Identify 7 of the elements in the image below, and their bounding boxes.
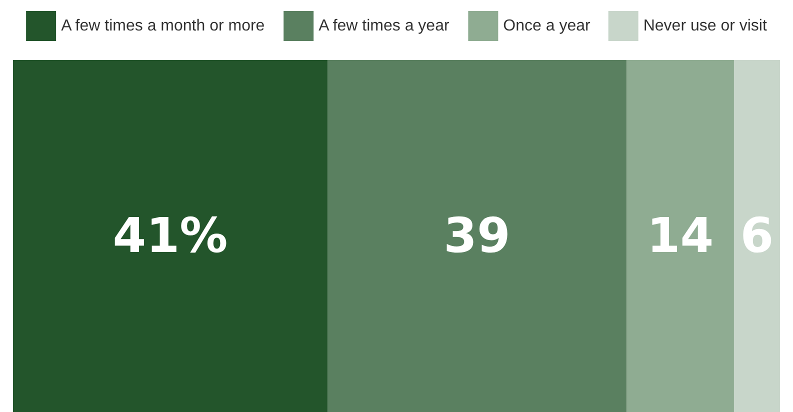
- legend-label: A few times a month or more: [61, 18, 265, 34]
- data-label: 14: [646, 208, 714, 264]
- data-label: 41%: [112, 208, 228, 264]
- legend-label: Never use or visit: [643, 18, 768, 34]
- legend-label: A few times a year: [318, 18, 450, 34]
- legend-label: Once a year: [503, 18, 592, 34]
- data-label: 39: [444, 208, 510, 264]
